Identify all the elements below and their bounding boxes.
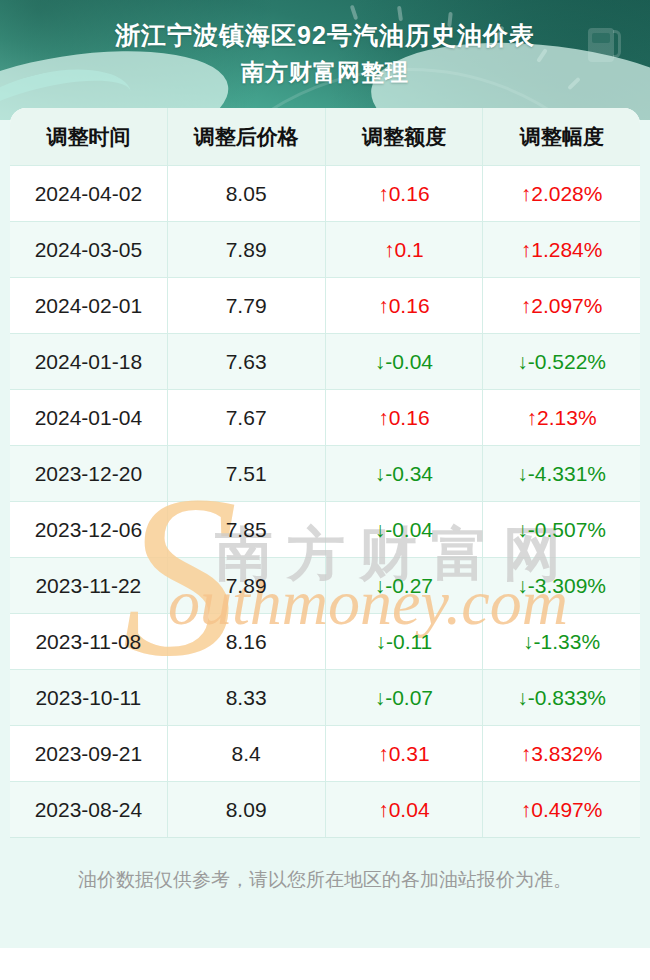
cell-percent: ↓-3.309% (483, 558, 640, 613)
cell-date: 2024-01-18 (10, 334, 168, 389)
cell-percent: ↑2.13% (483, 390, 640, 445)
cell-date: 2024-02-01 (10, 278, 168, 333)
cell-price: 8.05 (168, 166, 326, 221)
page-header-banner: 浙江宁波镇海区92号汽油历史油价表 南方财富网整理 (0, 0, 650, 120)
cell-price: 7.51 (168, 446, 326, 501)
cell-price: 8.09 (168, 782, 326, 837)
table-row: 2023-12-20 7.51 ↓-0.34 ↓-4.331% (10, 445, 640, 501)
table-row: 2023-10-11 8.33 ↓-0.07 ↓-0.833% (10, 669, 640, 725)
cell-change: ↑0.16 (326, 166, 484, 221)
cell-change: ↑0.1 (326, 222, 484, 277)
table-row: 2023-09-21 8.4 ↑0.31 ↑3.832% (10, 725, 640, 781)
cell-change: ↓-0.04 (326, 334, 484, 389)
cell-price: 7.67 (168, 390, 326, 445)
cell-percent: ↑0.497% (483, 782, 640, 837)
table-row: 2024-04-02 8.05 ↑0.16 ↑2.028% (10, 165, 640, 221)
column-header-change: 调整额度 (326, 108, 484, 165)
table-row: 2024-02-01 7.79 ↑0.16 ↑2.097% (10, 277, 640, 333)
column-header-percent: 调整幅度 (483, 108, 640, 165)
cell-date: 2024-01-04 (10, 390, 168, 445)
cell-price: 7.89 (168, 222, 326, 277)
cell-date: 2023-12-20 (10, 446, 168, 501)
table-row: 2023-11-22 7.89 ↓-0.27 ↓-3.309% (10, 557, 640, 613)
column-header-price: 调整后价格 (168, 108, 326, 165)
cell-percent: ↓-0.833% (483, 670, 640, 725)
cell-percent: ↑3.832% (483, 726, 640, 781)
cell-price: 8.33 (168, 670, 326, 725)
cell-date: 2024-03-05 (10, 222, 168, 277)
cell-price: 7.63 (168, 334, 326, 389)
cell-change: ↓-0.11 (326, 614, 484, 669)
cell-percent: ↓-1.33% (483, 614, 640, 669)
cell-change: ↓-0.27 (326, 558, 484, 613)
cell-price: 7.85 (168, 502, 326, 557)
cell-change: ↑0.04 (326, 782, 484, 837)
table-row: 2024-01-04 7.67 ↑0.16 ↑2.13% (10, 389, 640, 445)
cell-price: 8.4 (168, 726, 326, 781)
cell-price: 7.89 (168, 558, 326, 613)
page-subtitle: 南方财富网整理 (0, 57, 650, 88)
column-header-date: 调整时间 (10, 108, 168, 165)
cell-change: ↓-0.07 (326, 670, 484, 725)
table-row: 2023-11-08 8.16 ↓-0.11 ↓-1.33% (10, 613, 640, 669)
cell-date: 2024-04-02 (10, 166, 168, 221)
table-row: 2023-12-06 7.85 ↓-0.04 ↓-0.507% (10, 501, 640, 557)
cell-percent: ↓-0.522% (483, 334, 640, 389)
table-row: 2024-03-05 7.89 ↑0.1 ↑1.284% (10, 221, 640, 277)
cell-date: 2023-08-24 (10, 782, 168, 837)
cell-percent: ↑2.028% (483, 166, 640, 221)
table-header-row: 调整时间 调整后价格 调整额度 调整幅度 (10, 108, 640, 165)
table-row: 2024-01-18 7.63 ↓-0.04 ↓-0.522% (10, 333, 640, 389)
disclaimer-text: 油价数据仅供参考，请以您所在地区的各加油站报价为准。 (75, 862, 575, 897)
cell-date: 2023-09-21 (10, 726, 168, 781)
cell-change: ↑0.16 (326, 278, 484, 333)
cell-date: 2023-11-08 (10, 614, 168, 669)
cell-change: ↓-0.04 (326, 502, 484, 557)
cell-percent: ↓-0.507% (483, 502, 640, 557)
cell-date: 2023-10-11 (10, 670, 168, 725)
table-row: 2023-08-24 8.09 ↑0.04 ↑0.497% (10, 781, 640, 837)
table-body: 2024-04-02 8.05 ↑0.16 ↑2.028% 2024-03-05… (10, 165, 640, 837)
cell-date: 2023-11-22 (10, 558, 168, 613)
cell-change: ↓-0.34 (326, 446, 484, 501)
price-table-card: 调整时间 调整后价格 调整额度 调整幅度 2024-04-02 8.05 ↑0.… (10, 108, 640, 838)
cell-percent: ↓-4.331% (483, 446, 640, 501)
cell-change: ↑0.16 (326, 390, 484, 445)
cell-percent: ↑1.284% (483, 222, 640, 277)
gauge-tick-icon (350, 5, 358, 21)
cell-date: 2023-12-06 (10, 502, 168, 557)
cell-price: 8.16 (168, 614, 326, 669)
cell-change: ↑0.31 (326, 726, 484, 781)
cell-price: 7.79 (168, 278, 326, 333)
page-title: 浙江宁波镇海区92号汽油历史油价表 (0, 19, 650, 52)
cell-percent: ↑2.097% (483, 278, 640, 333)
